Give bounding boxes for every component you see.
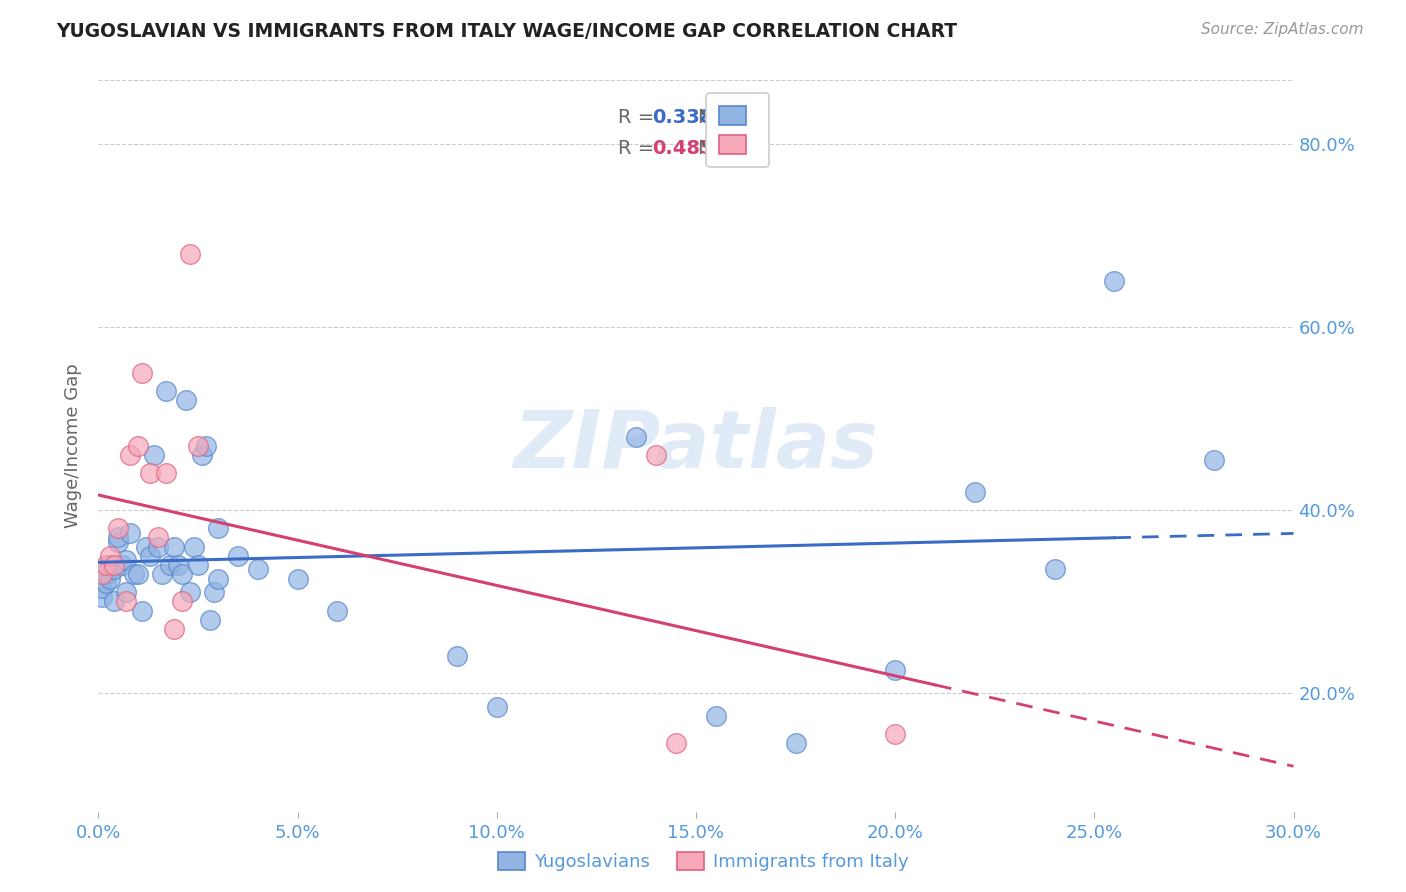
Point: [148, 530, 170, 544]
Point: [150, 567, 173, 582]
Point: [127, 567, 149, 582]
Point: [179, 247, 201, 261]
Point: [163, 622, 186, 636]
Point: [96, 567, 118, 582]
Point: [665, 736, 688, 750]
Point: [963, 484, 986, 499]
Point: [139, 467, 162, 481]
Point: [131, 604, 153, 618]
Point: [202, 585, 225, 599]
Text: 0.338: 0.338: [652, 108, 713, 127]
Text: 51: 51: [733, 108, 759, 127]
Text: 0.485: 0.485: [652, 139, 713, 158]
Point: [163, 540, 186, 554]
Point: [1104, 274, 1126, 288]
Point: [172, 567, 194, 582]
Text: R =: R =: [619, 139, 661, 158]
Point: [207, 572, 229, 586]
Point: [187, 558, 209, 572]
Point: [626, 430, 648, 444]
Point: [96, 558, 118, 572]
Point: [148, 540, 170, 554]
Point: [98, 549, 122, 563]
Point: [485, 699, 508, 714]
Text: 19: 19: [733, 139, 759, 158]
Point: [127, 439, 149, 453]
Text: YUGOSLAVIAN VS IMMIGRANTS FROM ITALY WAGE/INCOME GAP CORRELATION CHART: YUGOSLAVIAN VS IMMIGRANTS FROM ITALY WAG…: [56, 22, 957, 41]
Point: [107, 521, 129, 535]
Point: [246, 562, 269, 576]
Point: [174, 393, 197, 408]
Point: [111, 558, 134, 572]
Point: [124, 567, 146, 582]
Point: [103, 594, 125, 608]
Point: [195, 439, 218, 453]
Point: [207, 521, 229, 535]
Point: [159, 558, 181, 572]
Point: [179, 585, 201, 599]
Point: [645, 448, 668, 462]
Point: [155, 384, 177, 398]
Point: [91, 581, 114, 595]
Legend: , : ,: [706, 93, 769, 167]
Point: [107, 530, 129, 544]
Point: [103, 562, 125, 576]
Point: [115, 594, 138, 608]
Point: [96, 576, 118, 591]
Point: [115, 553, 138, 567]
Text: ZIPatlas: ZIPatlas: [513, 407, 879, 485]
Point: [191, 448, 214, 462]
Point: [785, 736, 807, 750]
Point: [98, 558, 122, 572]
Point: [198, 613, 221, 627]
Point: [155, 467, 177, 481]
Point: [120, 525, 142, 540]
Point: [884, 663, 907, 677]
Point: [115, 585, 138, 599]
Point: [107, 535, 129, 549]
Point: [704, 708, 727, 723]
Text: R =: R =: [619, 108, 661, 127]
Point: [103, 558, 125, 572]
Point: [91, 567, 114, 582]
Point: [167, 558, 190, 572]
Point: [131, 366, 153, 380]
Point: [91, 590, 114, 604]
Point: [120, 448, 142, 462]
Point: [446, 649, 468, 664]
Point: [172, 594, 194, 608]
Text: N =: N =: [699, 108, 742, 127]
Y-axis label: Wage/Income Gap: Wage/Income Gap: [65, 364, 83, 528]
Point: [135, 540, 157, 554]
Point: [187, 439, 209, 453]
Point: [226, 549, 249, 563]
Point: [143, 448, 166, 462]
Point: [98, 572, 122, 586]
Text: Source: ZipAtlas.com: Source: ZipAtlas.com: [1201, 22, 1364, 37]
Point: [139, 549, 162, 563]
Point: [1043, 562, 1066, 576]
Point: [1202, 452, 1225, 467]
Point: [326, 604, 349, 618]
Point: [884, 727, 907, 741]
Text: N =: N =: [699, 139, 742, 158]
Point: [287, 572, 309, 586]
Legend: Yugoslavians, Immigrants from Italy: Yugoslavians, Immigrants from Italy: [491, 845, 915, 879]
Point: [183, 540, 205, 554]
